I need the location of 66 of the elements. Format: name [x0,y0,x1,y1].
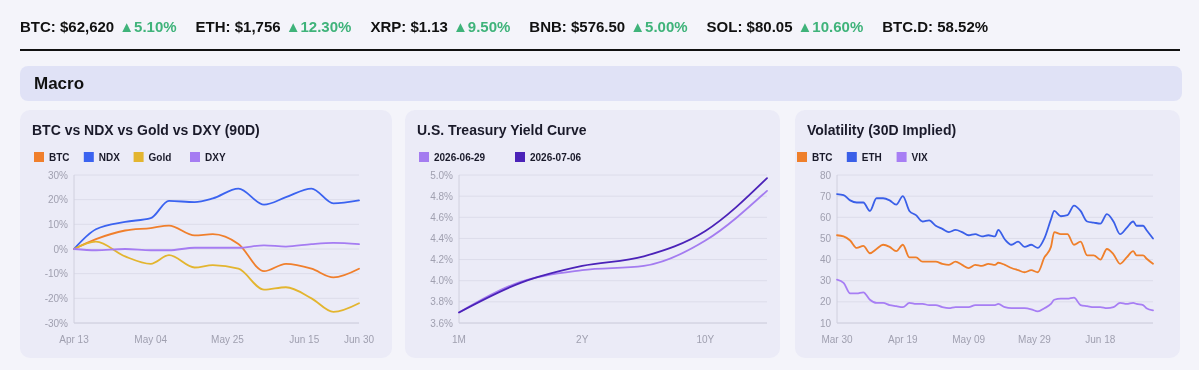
text: ▲10.60% [797,18,864,35]
x-tick-label: May 04 [134,334,168,345]
legend-label: BTC [812,151,833,163]
y-tick-label: -20% [44,292,69,304]
y-tick-label: 5.0% [430,169,454,181]
text: ▲9.50% [452,18,511,35]
y-tick-label: 60 [819,211,832,223]
y-tick-label: 3.8% [430,296,454,308]
y-tick-label: 4.0% [430,275,454,287]
text: BTC: $62,620 [20,18,115,35]
x-tick-label: Mar 30 [821,334,853,345]
y-tick-label: 30 [819,275,832,287]
legend-label: ETH [861,151,882,163]
text: ▲12.30% [285,18,352,35]
line-series [836,231,1154,274]
y-tick-label: 4.4% [430,232,454,244]
x-tick-label: May 29 [1018,334,1052,345]
x-tick-label: 2Y [576,334,589,345]
text: ▲5.10% [119,18,177,35]
legend-label: VIX [911,151,929,163]
y-tick-label: 40 [819,254,832,266]
y-tick-label: 80 [819,169,832,181]
y-tick-label: 4.2% [430,254,454,266]
y-tick-label: 3.6% [430,317,454,329]
text: BTC.D: 58.52% [882,18,989,35]
line-series [836,193,1154,249]
legend-label: 2026-07-06 [530,151,582,163]
text: SOL: $80.05 [706,18,793,35]
y-tick-label: 70 [819,190,832,202]
legend-label: NDX [98,151,121,163]
text: XRP: $1.13 [370,18,448,35]
y-tick-label: 50 [819,232,832,244]
y-tick-label: 30% [47,169,69,181]
legend-label: Gold [148,151,172,163]
chart-title: Volatility (30D Implied) [807,122,957,138]
y-tick-label: -10% [44,268,69,280]
y-tick-label: 20 [819,296,832,308]
legend-label: BTC [49,151,70,163]
line-series [836,278,1154,313]
x-tick-label: 1M [452,334,466,345]
y-tick-label: 4.6% [430,211,454,223]
x-tick-label: May 25 [211,334,245,345]
chart-title: U.S. Treasury Yield Curve [417,122,587,138]
y-tick-label: 0% [53,243,69,255]
y-tick-label: 20% [47,194,69,206]
text: Macro [20,66,1182,101]
x-tick-label: May 09 [952,334,986,345]
y-tick-label: 10% [47,218,69,230]
legend-label: 2026-06-29 [434,151,486,163]
x-tick-label: Apr 19 [888,334,918,345]
line-series [73,187,360,250]
line-series [73,241,360,252]
x-tick-label: Jun 30 [343,334,375,345]
x-tick-label: Jun 15 [289,334,320,345]
x-tick-label: Jun 18 [1085,334,1116,345]
x-tick-label: Apr 13 [59,334,90,345]
chart-title: BTC vs NDX vs Gold vs DXY (90D) [32,122,260,138]
text: ▲5.00% [630,18,688,35]
y-tick-label: -30% [44,317,69,329]
text: BNB: $576.50 [529,18,626,35]
text: ETH: $1,756 [195,18,281,35]
y-tick-label: 10 [819,317,832,329]
x-tick-label: 10Y [696,334,715,345]
y-tick-label: 4.8% [430,190,454,202]
line-series [73,240,360,313]
legend-label: DXY [205,151,226,163]
